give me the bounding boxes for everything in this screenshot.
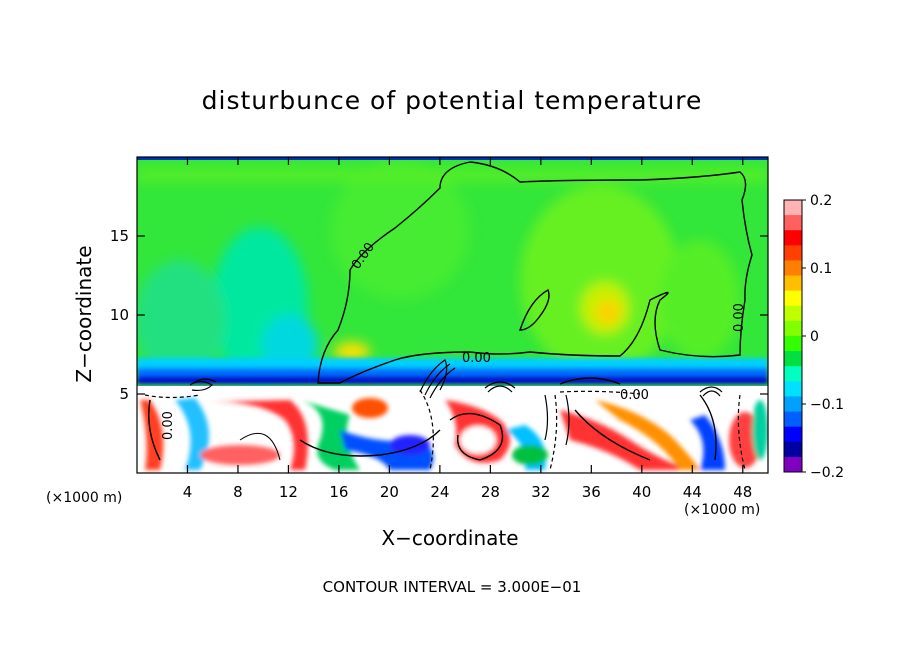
contour-label: 0.00 bbox=[620, 388, 649, 403]
colorbar-swatch bbox=[784, 275, 802, 292]
x-tick-label: 28 bbox=[481, 483, 500, 501]
x-unit-label-left: (×1000 m) bbox=[46, 490, 123, 506]
y-tick-label: 5 bbox=[119, 385, 129, 403]
colorbar-swatch bbox=[784, 320, 802, 337]
colorbar-swatch bbox=[784, 426, 802, 443]
colorbar: 0.2 0.1 0 −0.1 −0.2 bbox=[783, 193, 844, 481]
x-tick-label: 8 bbox=[233, 483, 243, 501]
contour-dense-clusters bbox=[189, 359, 723, 446]
colorbar-swatch bbox=[784, 245, 802, 261]
colorbar-swatch bbox=[784, 200, 802, 216]
colorbar-swatch bbox=[784, 290, 802, 307]
x-tick-label: 32 bbox=[531, 483, 550, 501]
colorbar-tick-label: 0 bbox=[810, 329, 819, 345]
colorbar-swatch bbox=[784, 305, 802, 322]
colorbar-tick-label: −0.1 bbox=[810, 397, 844, 413]
colorbar-swatch bbox=[784, 411, 802, 428]
colorbar-swatch bbox=[784, 396, 802, 413]
y-tick-label: 10 bbox=[110, 306, 129, 324]
colorbar-swatch bbox=[784, 456, 802, 473]
x-tick-label: 48 bbox=[733, 483, 752, 501]
x-tick-label: 44 bbox=[683, 483, 702, 501]
chart-title: disturbunce of potential temperature bbox=[201, 86, 703, 115]
x-tick-label: 16 bbox=[329, 483, 348, 501]
contour-label: 0.00 bbox=[161, 411, 176, 440]
x-tick-label: 4 bbox=[183, 483, 193, 501]
y-axis: 5 10 15 bbox=[110, 227, 768, 403]
colorbar-swatch bbox=[784, 441, 802, 458]
colorbar-swatch bbox=[784, 215, 802, 231]
colorbar-swatch bbox=[784, 381, 802, 397]
y-tick-label: 15 bbox=[110, 227, 129, 245]
x-tick-label: 36 bbox=[582, 483, 601, 501]
heatmap-field bbox=[137, 157, 768, 473]
contour-lines-dashed bbox=[144, 389, 746, 471]
x-tick-label: 12 bbox=[279, 483, 298, 501]
x-tick-label: 20 bbox=[380, 483, 399, 501]
contour-label: 0.00 bbox=[462, 351, 491, 366]
colorbar-swatch bbox=[784, 336, 802, 352]
colorbar-swatch bbox=[784, 260, 802, 277]
colorbar-swatch bbox=[784, 230, 802, 246]
y-axis-label: Z−coordinate bbox=[72, 245, 96, 383]
colorbar-swatch bbox=[784, 366, 802, 382]
x-axis-label: X−coordinate bbox=[381, 526, 519, 550]
x-tick-label: 24 bbox=[430, 483, 449, 501]
colorbar-tick-label: −0.2 bbox=[810, 465, 844, 481]
colorbar-swatch bbox=[784, 351, 802, 367]
contour-interval-note: CONTOUR INTERVAL = 3.000E−01 bbox=[322, 578, 582, 596]
x-unit-label-right: (×1000 m) bbox=[684, 502, 761, 518]
contour-lines bbox=[148, 161, 753, 461]
colorbar-tick-label: 0.2 bbox=[810, 193, 832, 209]
x-axis: 4 8 12 16 20 24 28 32 36 40 44 48 bbox=[183, 157, 752, 501]
contour-label: 0.00 bbox=[732, 303, 747, 332]
colorbar-tick-label: 0.1 bbox=[810, 261, 832, 277]
x-tick-label: 40 bbox=[632, 483, 651, 501]
